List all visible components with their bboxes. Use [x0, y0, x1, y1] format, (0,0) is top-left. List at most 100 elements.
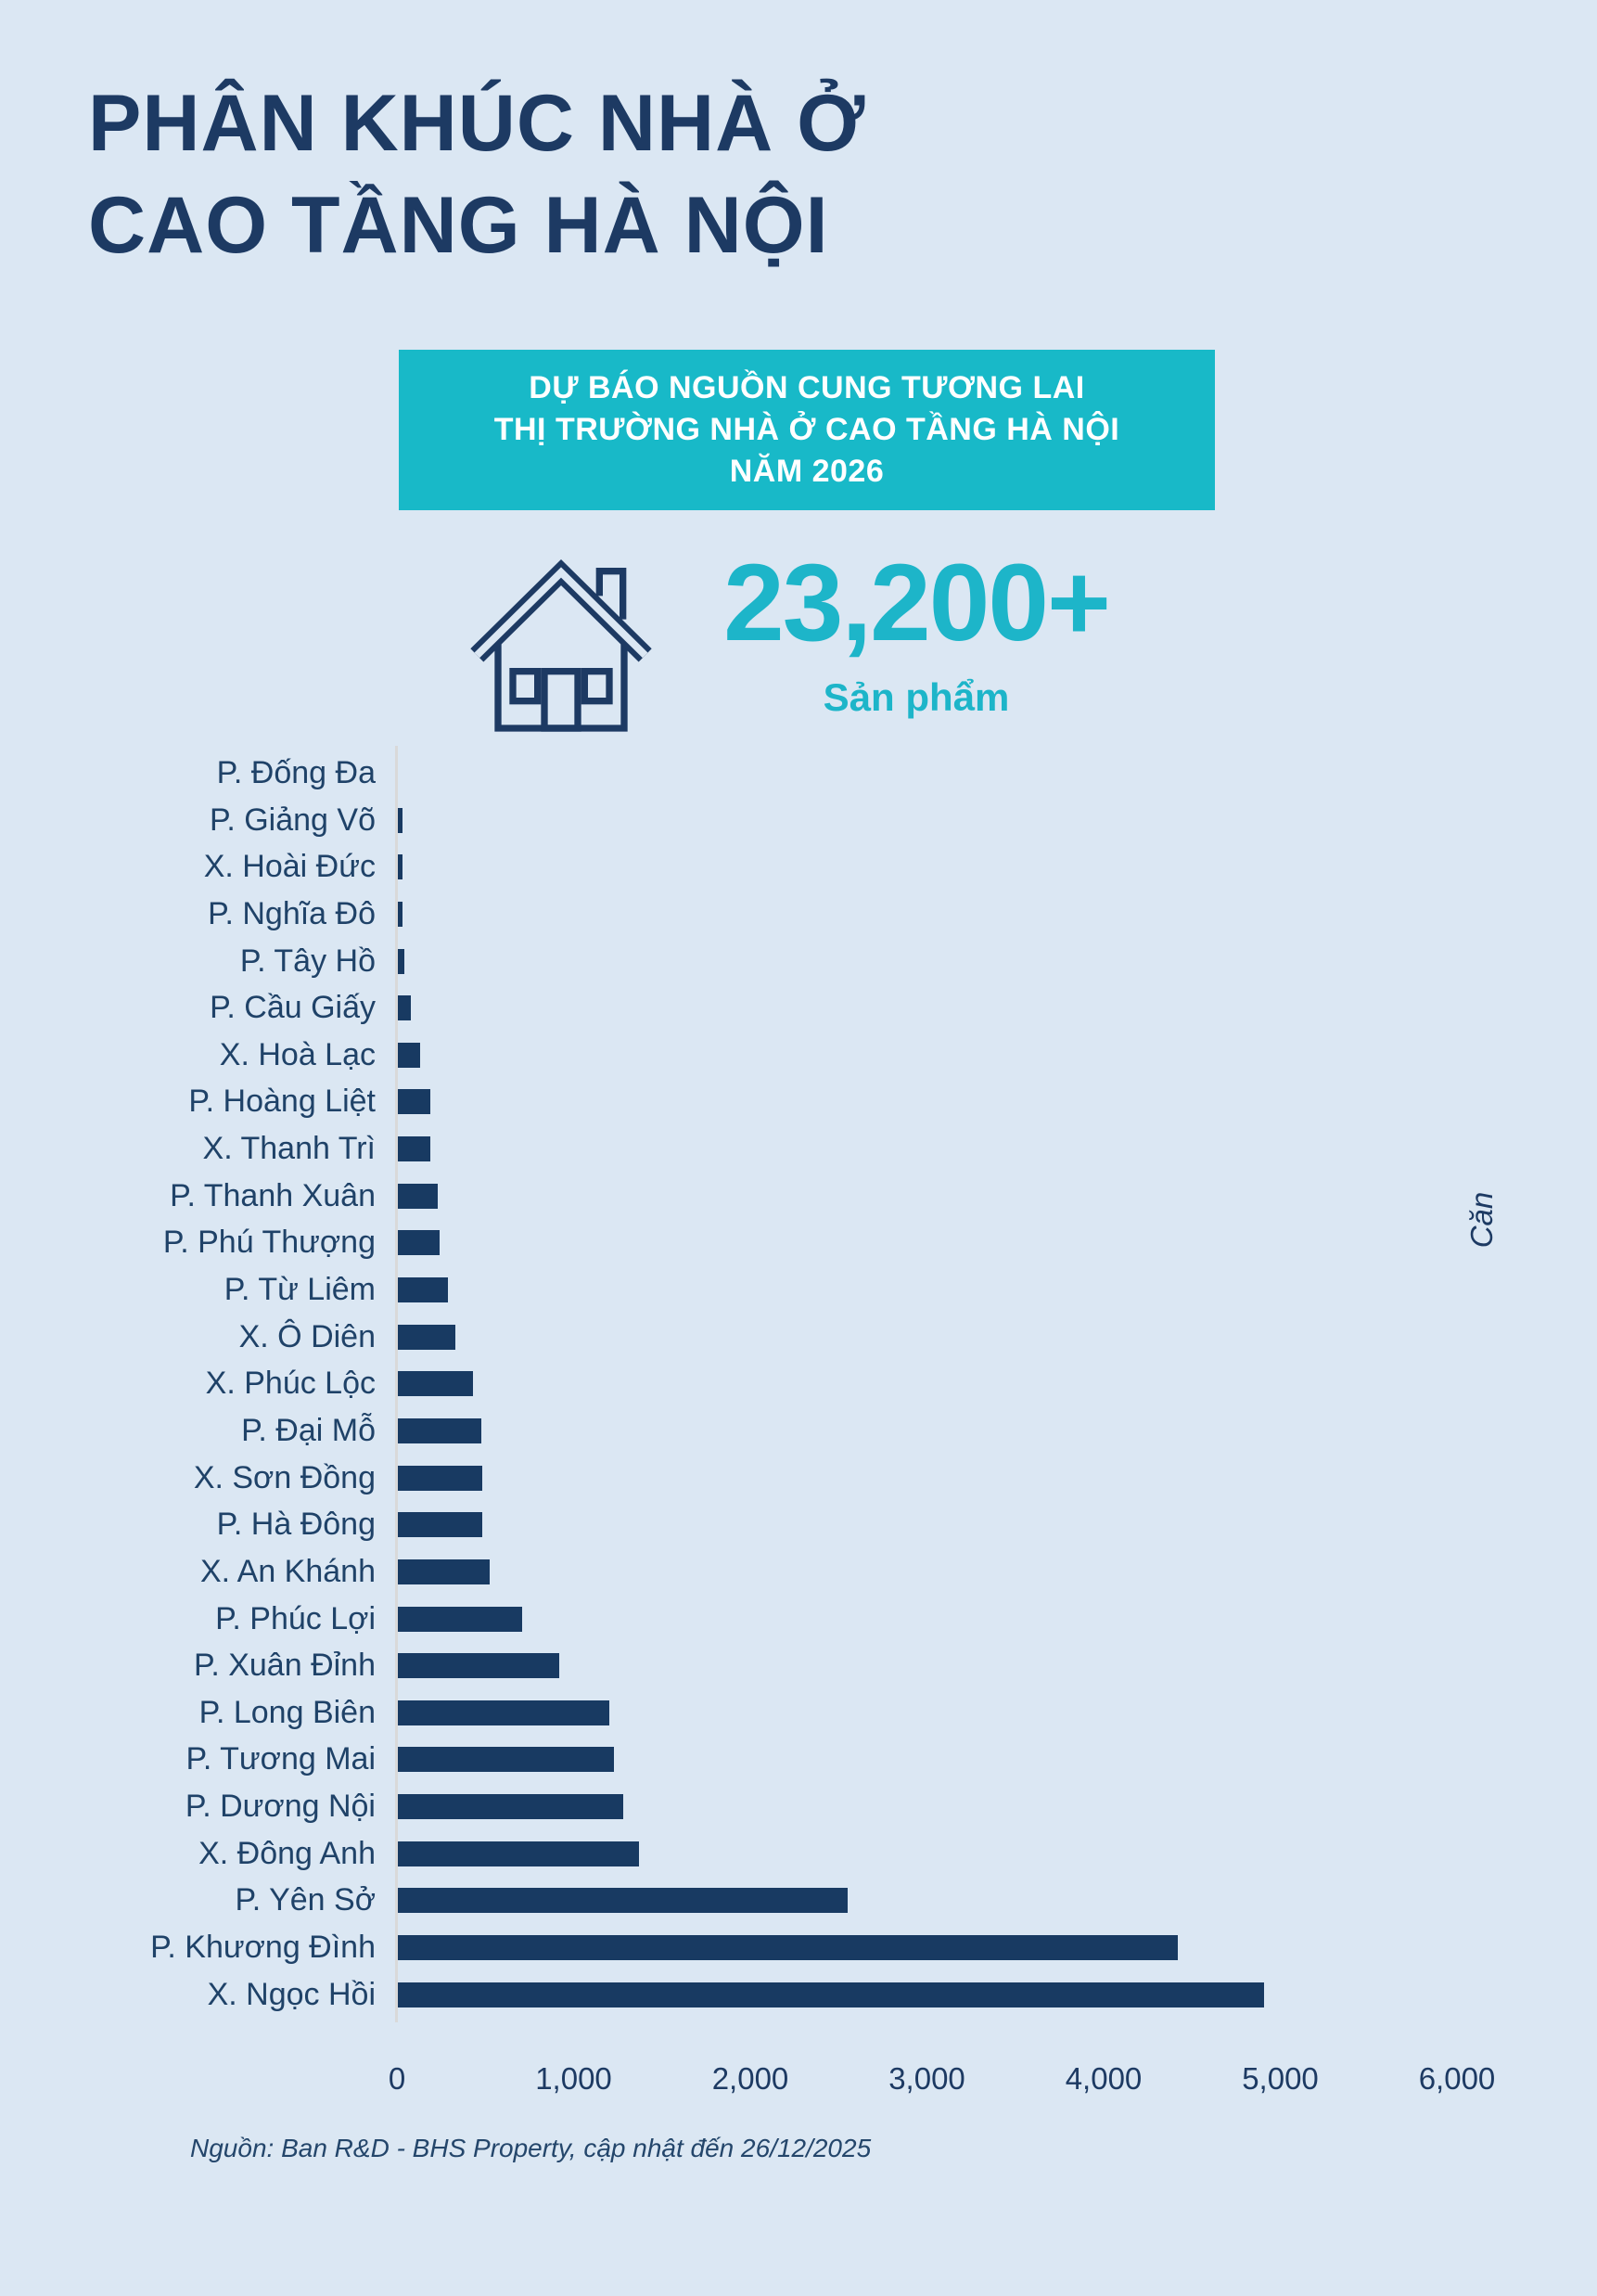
bar-row: X. Hoà Lạc	[0, 1032, 1597, 1079]
bar	[397, 1183, 438, 1209]
bar-row: P. Cầu Giấy	[0, 984, 1597, 1032]
bar-rows: P. Đống Đa P. Giảng Võ X. Hoài Đức P. Nghĩa…	[0, 750, 1597, 2018]
bar-row: P. Nghĩa Đô	[0, 891, 1597, 938]
bar	[397, 807, 402, 833]
bar	[397, 1324, 455, 1350]
x-tick-label: 3,000	[888, 2061, 965, 2096]
category-label: P. Hà Đông	[216, 1507, 376, 1543]
bar	[397, 1982, 1265, 2007]
y-axis-line	[395, 746, 398, 2022]
x-tick-label: 5,000	[1242, 2061, 1319, 2096]
bar	[397, 1277, 449, 1303]
bar-row: P. Đại Mỗ	[0, 1407, 1597, 1455]
banner-line-1: DỰ BÁO NGUỒN CUNG TƯƠNG LAI	[529, 370, 1085, 405]
bar	[397, 1465, 483, 1491]
bar	[397, 995, 412, 1021]
bar	[397, 1089, 431, 1115]
bar	[397, 1371, 473, 1397]
bar	[397, 1136, 431, 1162]
category-label: P. Giảng Võ	[210, 802, 376, 838]
bar-row: P. Tây Hồ	[0, 938, 1597, 985]
banner-line-2: THỊ TRƯỜNG NHÀ Ở CAO TẦNG HÀ NỘI	[493, 412, 1120, 447]
category-label: X. Ngọc Hồi	[207, 1976, 376, 2012]
x-tick-label: 2,000	[711, 2061, 789, 2096]
bar-row: X. Đông Anh	[0, 1830, 1597, 1878]
bar	[397, 948, 404, 974]
bar	[397, 1417, 482, 1443]
bar	[397, 1700, 609, 1725]
category-label: X. Hoà Lạc	[219, 1036, 376, 1072]
bar-row: X. Ngọc Hồi	[0, 1971, 1597, 2019]
x-tick-label: 0	[388, 2061, 406, 2096]
bar-row: X. An Khánh	[0, 1548, 1597, 1596]
supply-forecast-value: 23,200+	[723, 542, 1111, 664]
bar-chart: P. Đống Đa P. Giảng Võ X. Hoài Đức P. Nghĩa…	[0, 750, 1597, 2018]
bar	[397, 1935, 1178, 1961]
bar-row: P. Thanh Xuân	[0, 1173, 1597, 1220]
bar	[397, 1888, 848, 1914]
supply-forecast-unit: Sản phẩm	[823, 675, 1010, 719]
category-label: P. Cầu Giấy	[210, 990, 376, 1026]
bar	[397, 1042, 420, 1068]
x-tick-label: 6,000	[1418, 2061, 1496, 2096]
category-label: P. Tây Hồ	[239, 943, 376, 979]
bar	[397, 1653, 560, 1679]
banner-line-3: NĂM 2026	[729, 454, 885, 489]
category-label: X. Phúc Lộc	[205, 1366, 376, 1402]
house-icon	[470, 558, 652, 732]
bar	[397, 901, 402, 927]
category-label: X. Hoài Đức	[203, 849, 376, 885]
bar-row: P. Phú Thượng	[0, 1219, 1597, 1266]
category-label: P. Khương Đình	[150, 1930, 376, 1966]
bar	[397, 1841, 639, 1866]
bar-row: X. Thanh Trì	[0, 1125, 1597, 1173]
x-tick-label: 1,000	[535, 2061, 612, 2096]
page-title: PHÂN KHÚC NHÀ Ở CAO TẦNG HÀ NỘI	[88, 72, 865, 276]
category-label: P. Long Biên	[198, 1694, 376, 1730]
category-label: P. Từ Liêm	[224, 1272, 376, 1308]
bar-row: P. Khương Đình	[0, 1924, 1597, 1971]
bar	[397, 1794, 623, 1820]
unit-axis-label: Căn	[1464, 1191, 1499, 1249]
category-label: X. Đông Anh	[198, 1835, 376, 1871]
source-note: Nguồn: Ban R&D - BHS Property, cập nhật …	[190, 2134, 872, 2162]
category-label: P. Dương Nội	[185, 1789, 376, 1825]
bar-row: P. Đống Đa	[0, 750, 1597, 797]
bar	[397, 1230, 440, 1256]
bar-row: X. Sơn Đồng	[0, 1455, 1597, 1502]
category-label: P. Thanh Xuân	[170, 1177, 376, 1213]
x-axis: 0 1,000 2,000 3,000 4,000 5,000 6,000	[0, 2061, 1597, 2108]
bar	[397, 1558, 490, 1584]
category-label: P. Phúc Lợi	[215, 1600, 376, 1636]
page-title-line-1: PHÂN KHÚC NHÀ Ở	[88, 79, 866, 168]
page-title-line-2: CAO TẦNG HÀ NỘI	[88, 181, 829, 270]
category-label: X. Sơn Đồng	[193, 1459, 376, 1495]
category-label: X. Thanh Trì	[202, 1131, 376, 1167]
bar-row: P. Xuân Đỉnh	[0, 1642, 1597, 1689]
bar-row: X. Hoài Đức	[0, 843, 1597, 891]
bar	[397, 1606, 523, 1632]
bar-row: P. Tương Mai	[0, 1736, 1597, 1783]
forecast-banner: DỰ BÁO NGUỒN CUNG TƯƠNG LAI THỊ TRƯỜNG N…	[399, 350, 1215, 510]
bar-row: P. Giảng Võ	[0, 797, 1597, 844]
category-label: P. Hoàng Liệt	[188, 1084, 376, 1120]
category-label: P. Yên Sở	[235, 1882, 377, 1918]
bar-row: P. Yên Sở	[0, 1877, 1597, 1924]
bar	[397, 1512, 483, 1538]
category-label: P. Đại Mỗ	[241, 1412, 376, 1448]
category-label: P. Tương Mai	[185, 1741, 376, 1777]
x-tick-label: 4,000	[1065, 2061, 1143, 2096]
bar-row: X. Phúc Lộc	[0, 1360, 1597, 1407]
bar-row: P. Phúc Lợi	[0, 1596, 1597, 1643]
bar-row: P. Hoàng Liệt	[0, 1078, 1597, 1125]
bar-row: P. Từ Liêm	[0, 1266, 1597, 1314]
category-label: X. An Khánh	[199, 1553, 376, 1589]
category-label: P. Xuân Đỉnh	[194, 1648, 376, 1684]
bar-row: P. Long Biên	[0, 1689, 1597, 1737]
bar-row: X. Ô Diên	[0, 1314, 1597, 1361]
category-label: P. Phú Thượng	[162, 1225, 376, 1261]
category-label: P. Nghĩa Đô	[208, 895, 376, 931]
category-label: X. Ô Diên	[238, 1318, 376, 1354]
category-label: P. Đống Đa	[216, 755, 376, 790]
